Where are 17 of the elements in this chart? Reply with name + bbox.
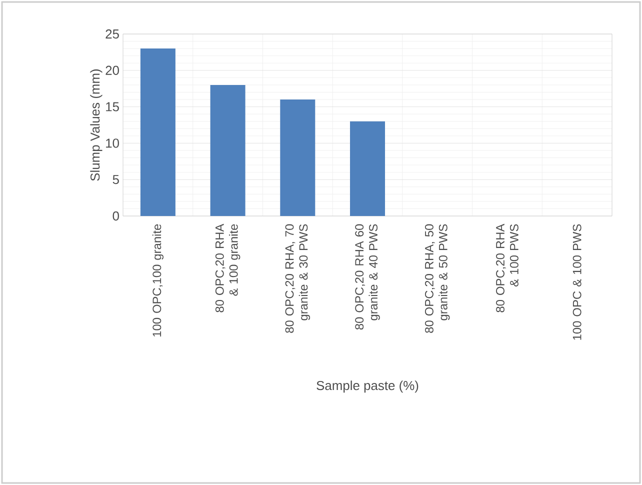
y-tick-label: 25 [106,29,119,39]
y-tick-label: 15 [106,102,119,112]
x-axis-title: Sample paste (%) [316,380,418,393]
x-tick-label: 80 OPC,20 RHA, 70 granite & 30 PWS [285,224,310,333]
x-tick-label: 100 OPC & 100 PWS [572,224,582,340]
x-tick-label: 100 OPC,100 granite [152,224,164,336]
y-tick-label: 20 [106,66,119,75]
bar [280,100,316,216]
bar [140,48,176,216]
x-tick-label: 80 OPC,20 RHA & 100 PWS [496,224,518,312]
y-tick-label: 5 [112,175,119,184]
bar [210,84,246,216]
y-tick-label: 10 [106,138,119,148]
bar [350,121,386,216]
y-tick-label: 0 [112,211,119,221]
x-tick-label: 80 OPC,20 RHA & 100 granite [215,224,240,312]
y-axis-title: Slump Values (mm) [90,69,102,181]
